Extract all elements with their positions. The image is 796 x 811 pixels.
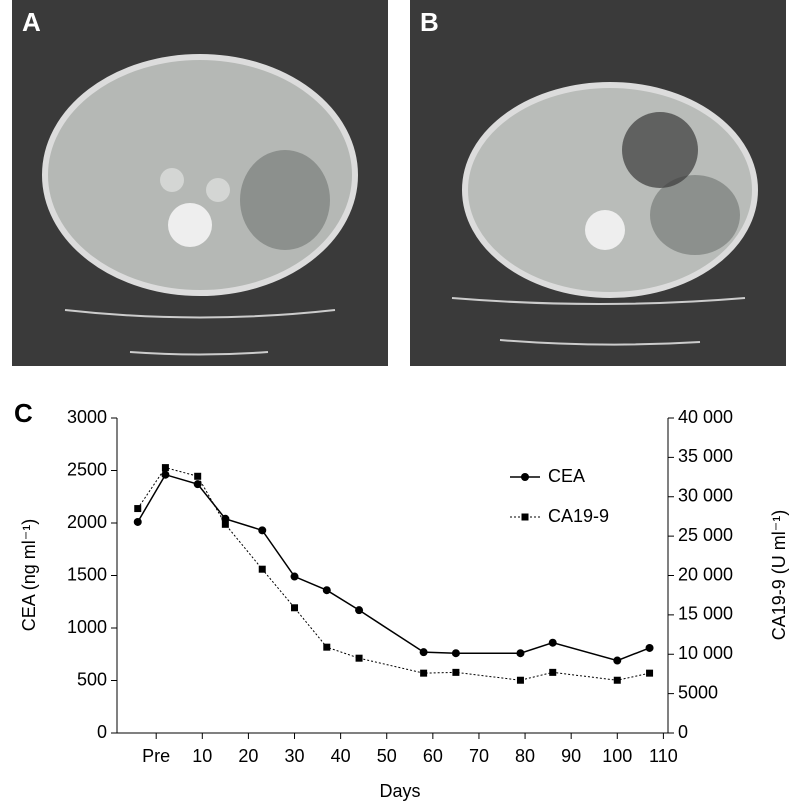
point [134,505,142,513]
y-tick-label: 0 [97,722,107,742]
point [323,643,331,651]
point [516,649,525,658]
point [193,480,202,489]
point [613,676,621,684]
point [194,472,202,480]
x-tick-label: 30 [285,746,305,766]
point [645,643,654,652]
point [420,669,428,677]
point [161,464,169,472]
y2-tick-label: 0 [678,722,688,742]
point [291,604,299,612]
x-tick-label: 10 [192,746,212,766]
y2-axis-label: CA19-9 (U ml⁻¹) [769,510,789,641]
x-tick-label: 100 [602,746,632,766]
y2-tick-label: 5000 [678,682,718,702]
y-tick-label: 3000 [67,407,107,427]
y2-tick-label: 20 000 [678,564,733,584]
y-tick-label: 1000 [67,617,107,637]
x-tick-label: 80 [515,746,535,766]
x-tick-label: 20 [238,746,258,766]
point [516,676,524,684]
point [548,638,557,647]
panel-label: C [14,398,33,428]
point [549,668,557,676]
y-tick-label: 500 [77,669,107,689]
panel-label: B [420,7,439,37]
y2-tick-label: 40 000 [678,407,733,427]
point [133,517,142,526]
legend-marker [521,473,529,481]
y-axis-label: CEA (ng ml⁻¹) [19,519,39,632]
x-tick-label: Pre [142,746,170,766]
y2-tick-label: 15 000 [678,604,733,624]
y-tick-label: 2000 [67,512,107,532]
point [322,586,331,595]
y2-tick-label: 35 000 [678,446,733,466]
point [290,572,299,581]
point [451,649,460,658]
ct-image-a: A [12,0,388,366]
y-tick-label: 2500 [67,459,107,479]
x-tick-label: 50 [377,746,397,766]
point [355,654,363,662]
x-tick-label: 90 [561,746,581,766]
point [452,668,460,676]
ct-image-b: B [410,0,786,366]
point [419,648,428,657]
legend-marker [521,513,529,521]
legend-label: CA19-9 [548,506,609,526]
legend-label: CEA [548,466,585,486]
y2-tick-label: 25 000 [678,525,733,545]
point [258,526,267,535]
point [646,669,654,677]
point [258,565,266,573]
series-line [137,467,650,681]
x-tick-label: 60 [423,746,443,766]
point [221,520,229,528]
series-line [137,473,650,662]
point [355,606,364,615]
x-axis-label: Days [379,781,420,801]
panel-label: A [22,7,41,37]
point [221,514,230,523]
point [161,470,170,479]
y2-tick-label: 30 000 [678,486,733,506]
y2-tick-label: 10 000 [678,643,733,663]
y-tick-label: 1500 [67,564,107,584]
x-tick-label: 70 [469,746,489,766]
x-tick-label: 110 [649,746,678,766]
point [613,656,622,665]
x-tick-label: 40 [331,746,351,766]
